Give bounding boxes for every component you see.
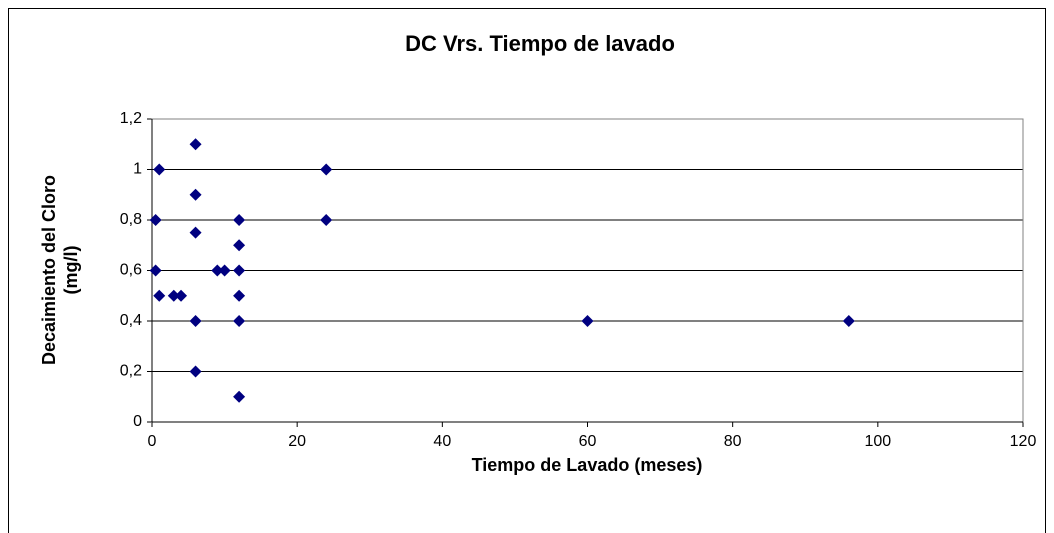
y-tick-label: 0 (133, 413, 142, 430)
y-tick-label: 0,4 (120, 312, 142, 329)
point (149, 264, 162, 277)
point (189, 315, 202, 327)
point (189, 138, 202, 151)
point (149, 214, 162, 226)
point (320, 163, 333, 176)
point (218, 264, 231, 277)
x-tick-label: 40 (433, 433, 451, 450)
y-axis-title: Decaimiento del Cloro (mg/l) (39, 175, 81, 365)
x-tick-label: 80 (724, 433, 742, 450)
y-tick-label: 0,8 (120, 211, 142, 228)
x-tick-label: 20 (288, 433, 306, 450)
point (189, 188, 202, 201)
point (320, 214, 333, 226)
point (233, 315, 246, 327)
point (233, 214, 246, 226)
y-tick-label: 1,2 (120, 110, 142, 127)
x-tick-label: 60 (579, 433, 597, 450)
y-tick-label: 1 (133, 161, 142, 178)
point (189, 226, 202, 239)
x-tick-label: 0 (148, 433, 157, 450)
x-axis-title: Tiempo de Lavado (meses) (472, 455, 703, 475)
point (233, 264, 246, 277)
point (233, 390, 246, 403)
point (581, 315, 594, 327)
x-tick-label: 100 (864, 433, 891, 450)
y-tick-label: 0,6 (120, 262, 142, 279)
y-axis-title-line: Decaimiento del Cloro (39, 175, 59, 365)
chart-title: DC Vrs. Tiempo de lavado (405, 31, 675, 56)
y-axis-title-line: (mg/l) (61, 246, 81, 295)
point (233, 239, 246, 252)
point (167, 289, 180, 302)
point (153, 163, 166, 176)
point (842, 315, 855, 327)
x-tick-label: 120 (1010, 433, 1037, 450)
point (233, 289, 246, 302)
point (175, 289, 188, 302)
point (189, 365, 202, 378)
y-tick-label: 0,2 (120, 363, 142, 380)
point (211, 264, 224, 277)
point (153, 289, 166, 302)
